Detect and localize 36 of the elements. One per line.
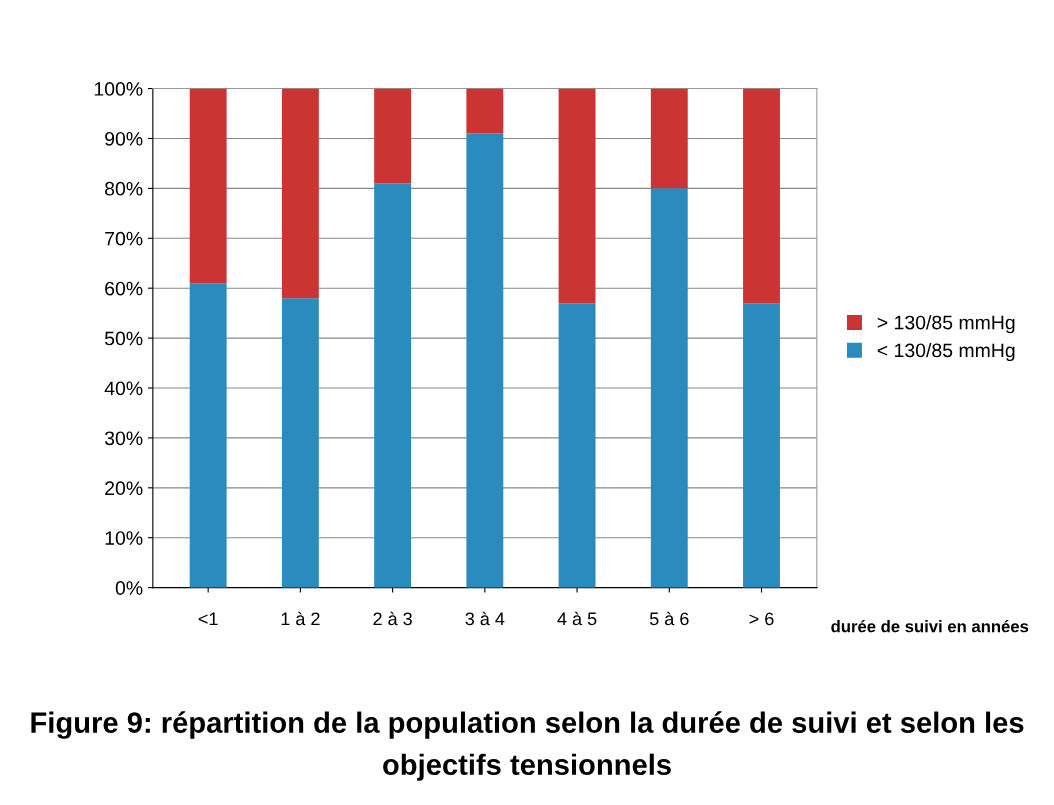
y-tick-label: 10% [105,531,143,545]
x-tick-label: > 6 [749,612,774,626]
y-tick-label: 90% [105,131,143,146]
x-tick-label: 4 à 5 [557,611,597,626]
bar [558,303,596,588]
bar [466,88,504,134]
x-tick-label: 2 à 3 [373,611,412,626]
y-tick-label: 20% [105,481,143,496]
bar [466,133,504,588]
x-axis-title: durée de suivi en années [831,619,1029,633]
x-tick-label: <1 [198,612,218,626]
y-tick-label: 0% [115,581,143,595]
bar [189,283,227,588]
y-tick-label: 60% [105,281,143,296]
bar [189,88,227,284]
bar [281,88,319,299]
bar [743,88,780,304]
text: Figure 9: répartition de la population selon la durée de suivi et selon les objectifs tensionnels [31,711,1024,781]
legend-label: > 130/85 mmHg [877,315,1015,334]
y-tick-label: 40% [104,381,143,396]
bar [558,88,596,304]
legend-label: < 130/85 mmHg [877,342,1015,362]
x-tick-label: 1 à 2 [281,611,320,626]
y-tick-label: 100% [94,82,143,96]
bar [281,298,319,588]
y-tick-label: 30% [104,431,143,446]
y-tick-label: 50% [104,331,143,346]
bar [650,188,688,588]
bar [374,88,412,184]
bar [743,303,780,588]
bar [374,183,412,588]
y-tick-label: 70% [105,231,143,246]
bar [650,88,688,189]
y-tick-label: 80% [105,181,143,196]
x-tick-label: 5 à 6 [649,611,689,626]
x-tick-label: 3 à 4 [465,611,505,626]
